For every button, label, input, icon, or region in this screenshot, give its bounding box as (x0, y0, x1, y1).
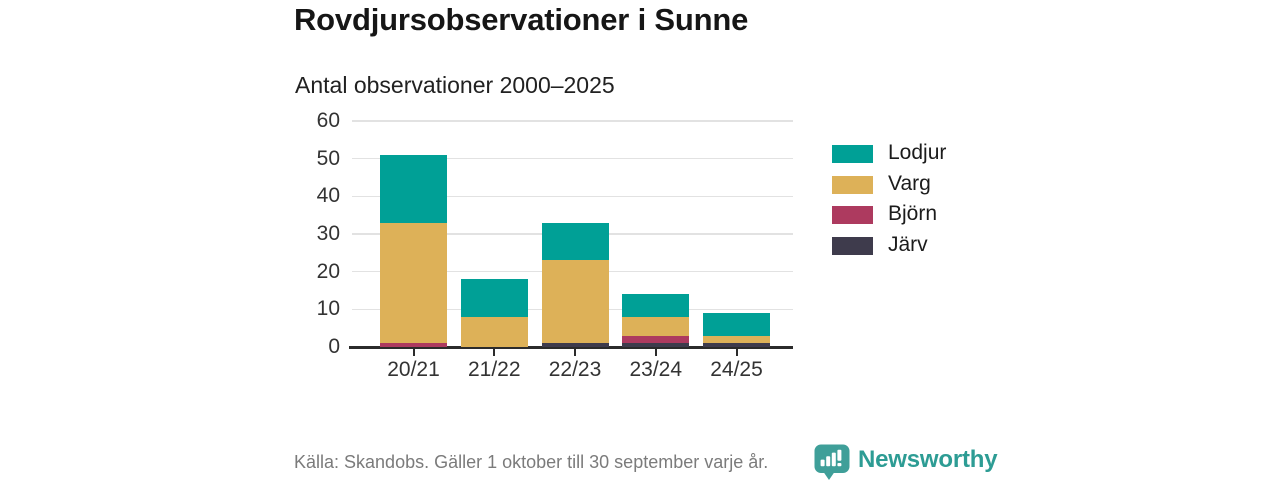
bar-segment-lodjur-24-25 (703, 313, 770, 336)
x-axis-tick-23-24: 23/24 (629, 358, 683, 381)
legend-swatch-lodjur (832, 145, 873, 163)
bar-segment-varg-23-24 (622, 316, 690, 336)
x-axis-tick-mark-22-23 (574, 349, 576, 356)
bar-segment-lodjur-23-24 (622, 294, 690, 317)
legend-label-varg: Varg (888, 171, 931, 195)
x-axis-tick-mark-24-25 (735, 349, 738, 356)
bar-segment-varg-20-21 (380, 222, 447, 344)
legend-label-lodjur: Lodjur (888, 141, 947, 164)
x-axis-tick-22-23: 22/23 (548, 358, 602, 381)
legend-swatch-varg (832, 175, 873, 194)
y-axis-tick-20: 20 (316, 259, 340, 283)
bar-segment-järv-22-23 (541, 343, 609, 347)
bar-segment-lodjur-21-22 (460, 279, 528, 317)
newsworthy-logo-icon (813, 443, 851, 486)
y-axis-tick-60: 60 (316, 109, 340, 132)
bar-segment-björn-23-24 (622, 335, 690, 344)
x-axis-tick-24-25: 24/25 (710, 358, 763, 381)
x-axis-line (349, 346, 793, 349)
x-axis-tick-mark-20-21 (412, 349, 415, 356)
bar-segment-björn-20-21 (380, 343, 447, 347)
y-axis-tick-10: 10 (316, 297, 340, 321)
x-axis-tick-20-21: 20/21 (387, 358, 440, 381)
gridline-40 (352, 195, 793, 198)
y-axis-tick-40: 40 (316, 184, 340, 208)
x-axis-tick-mark-21-22 (493, 349, 496, 356)
chart-title: Rovdjursobservationer i Sunne (294, 2, 749, 37)
bar-segment-lodjur-20-21 (380, 154, 447, 223)
gridline-60 (352, 120, 793, 122)
bar-segment-lodjur-22-23 (541, 222, 609, 261)
chart-subtitle: Antal observationer 2000–2025 (295, 72, 615, 98)
bar-segment-varg-21-22 (460, 316, 528, 347)
legend-label-björn: Björn (888, 202, 938, 225)
bar-segment-järv-24-25 (703, 343, 770, 347)
bar-segment-järv-23-24 (622, 343, 690, 347)
y-axis-tick-50: 50 (316, 146, 340, 170)
x-axis-tick-mark-23-24 (654, 349, 657, 356)
bar-segment-varg-22-23 (541, 260, 609, 344)
brand-name: Newsworthy (858, 446, 998, 473)
y-axis-tick-0: 0 (328, 335, 340, 358)
legend-label-järv: Järv (888, 232, 928, 256)
bar-segment-varg-24-25 (703, 335, 770, 344)
gridline-50 (352, 157, 793, 160)
source-note: Källa: Skandobs. Gäller 1 oktober till 3… (294, 452, 769, 472)
legend-swatch-järv (832, 236, 873, 255)
y-axis-tick-30: 30 (316, 222, 340, 245)
x-axis-tick-21-22: 21/22 (467, 358, 521, 381)
legend-swatch-björn (832, 206, 873, 224)
